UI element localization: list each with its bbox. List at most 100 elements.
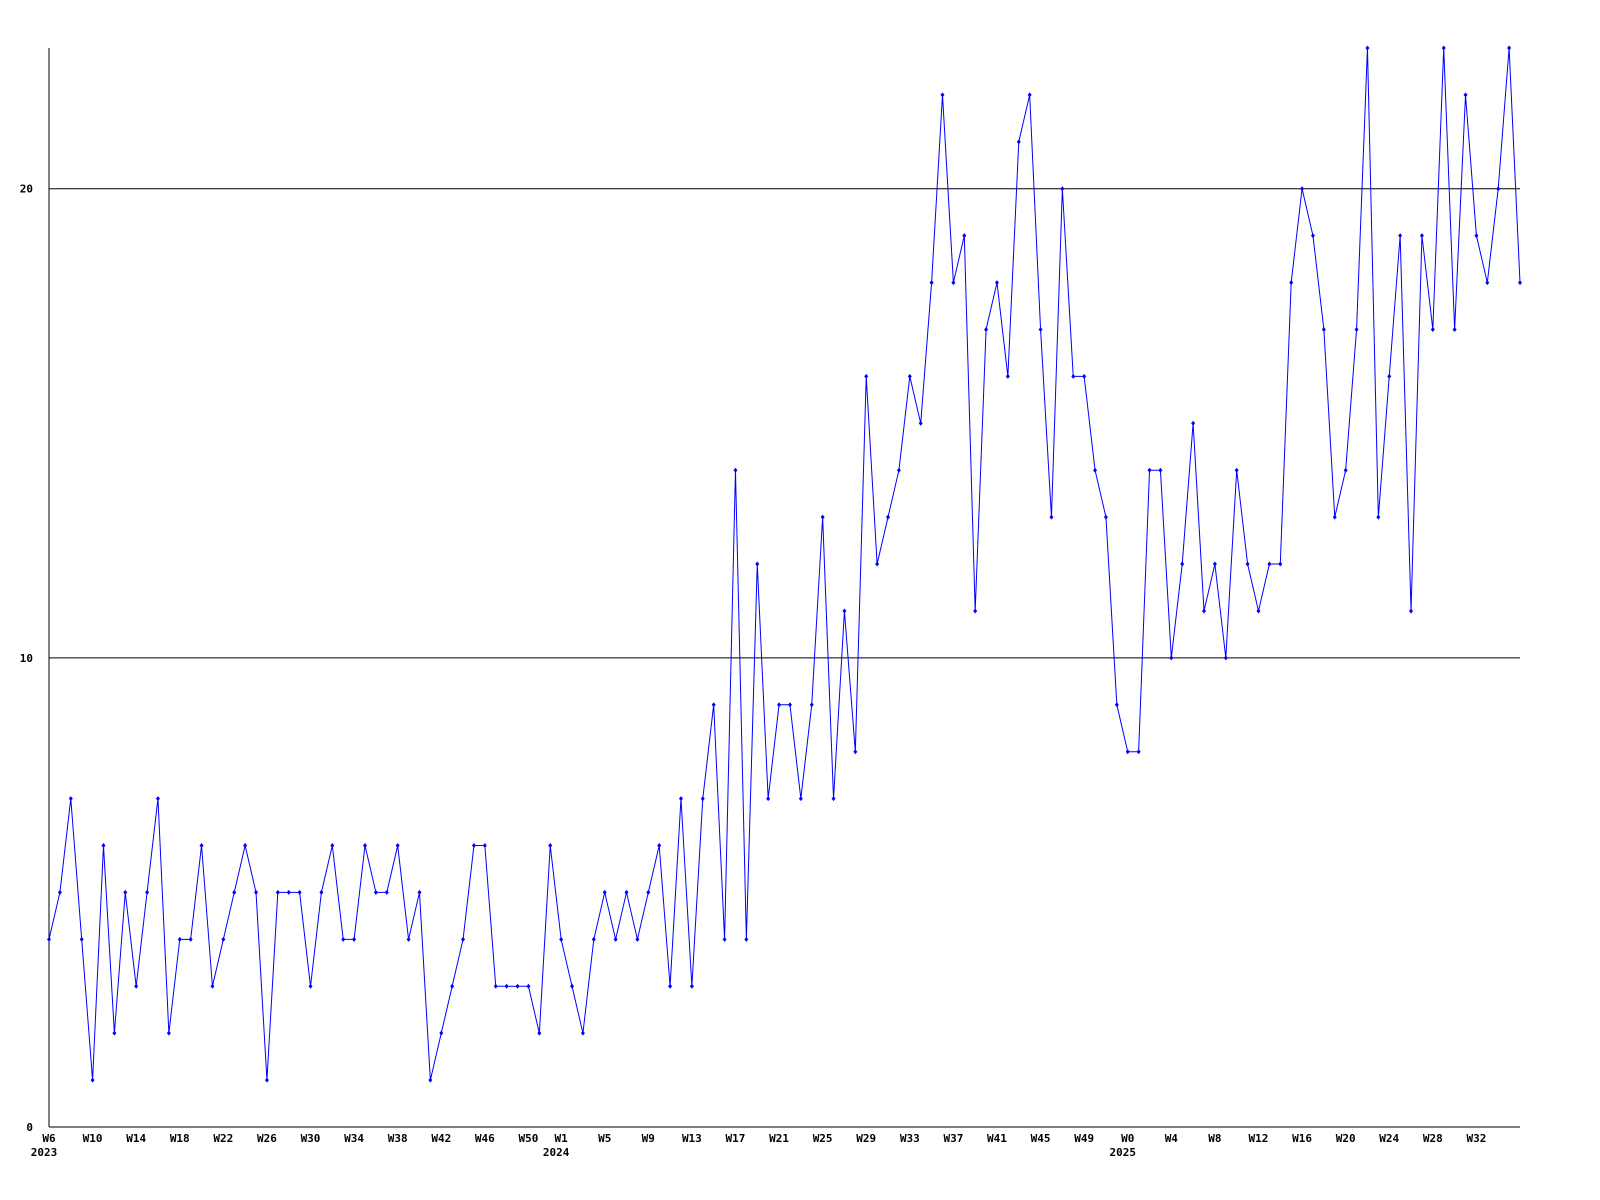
point: [994, 280, 999, 286]
point: [711, 702, 716, 708]
point: [842, 608, 847, 614]
point: [297, 889, 302, 895]
point: [134, 983, 139, 989]
point: [1430, 326, 1435, 332]
point: [155, 796, 160, 802]
x-tick-label: W24: [1379, 1132, 1399, 1145]
x-tick-label: W4: [1165, 1132, 1179, 1145]
point: [962, 233, 967, 239]
point: [1223, 655, 1228, 661]
point: [1212, 561, 1217, 567]
point: [79, 936, 84, 942]
x-tick-label: W10: [83, 1132, 103, 1145]
point: [940, 92, 945, 98]
point: [504, 983, 509, 989]
point: [777, 702, 782, 708]
x-tick-label: W42: [431, 1132, 451, 1145]
point: [548, 843, 553, 849]
point: [1332, 514, 1337, 520]
point: [308, 983, 313, 989]
point: [929, 280, 934, 286]
point: [624, 889, 629, 895]
x-tick-label: W41: [987, 1132, 1007, 1145]
point: [341, 936, 346, 942]
point: [635, 936, 640, 942]
point: [907, 373, 912, 379]
x-tick-label: W14: [126, 1132, 146, 1145]
point: [166, 1030, 171, 1036]
point: [395, 843, 400, 849]
point: [243, 843, 248, 849]
x-tick-label: W0 2025: [1109, 1132, 1136, 1159]
point: [1060, 186, 1065, 192]
point: [831, 796, 836, 802]
point: [112, 1030, 117, 1036]
point: [1398, 233, 1403, 239]
point: [1202, 608, 1207, 614]
point: [1234, 467, 1239, 473]
point: [1474, 233, 1479, 239]
y-tick-label: 10: [20, 652, 33, 665]
point: [450, 983, 455, 989]
point: [406, 936, 411, 942]
x-tick-label: W22: [213, 1132, 233, 1145]
point: [199, 843, 204, 849]
y-tick-label: 20: [20, 183, 33, 196]
point: [177, 936, 182, 942]
point: [471, 843, 476, 849]
point: [1409, 608, 1414, 614]
point: [1125, 749, 1130, 755]
point: [886, 514, 891, 520]
x-tick-label: W25: [813, 1132, 833, 1145]
x-tick-label: W50: [518, 1132, 538, 1145]
point: [493, 983, 498, 989]
point: [439, 1030, 444, 1036]
point: [286, 889, 291, 895]
point: [221, 936, 226, 942]
point: [1049, 514, 1054, 520]
point: [123, 889, 128, 895]
point: [951, 280, 956, 286]
x-tick-label: W17: [726, 1132, 746, 1145]
point: [1343, 467, 1348, 473]
point: [352, 936, 357, 942]
x-tick-label: W29: [856, 1132, 876, 1145]
point: [1103, 514, 1108, 520]
point: [1038, 326, 1043, 332]
point: [1169, 655, 1174, 661]
point: [733, 467, 738, 473]
x-tick-label: W13: [682, 1132, 702, 1145]
x-tick-label: W8: [1208, 1132, 1221, 1145]
point: [1027, 92, 1032, 98]
point: [820, 514, 825, 520]
x-tick-label: W37: [943, 1132, 963, 1145]
point: [798, 796, 803, 802]
point: [1354, 326, 1359, 332]
point: [90, 1077, 95, 1083]
x-tick-label: W46: [475, 1132, 495, 1145]
x-tick-label: W28: [1423, 1132, 1443, 1145]
point: [1256, 608, 1261, 614]
point: [678, 796, 683, 802]
x-tick-label: W38: [388, 1132, 408, 1145]
point: [330, 843, 335, 849]
point: [602, 889, 607, 895]
point: [1267, 561, 1272, 567]
point: [319, 889, 324, 895]
x-tick-label: W34: [344, 1132, 364, 1145]
point: [373, 889, 378, 895]
point: [809, 702, 814, 708]
x-tick-label: W32: [1466, 1132, 1486, 1145]
point: [864, 373, 869, 379]
point: [1365, 45, 1370, 51]
point: [1082, 373, 1087, 379]
x-tick-label: W1 2024: [543, 1132, 570, 1159]
point: [57, 889, 62, 895]
point: [188, 936, 193, 942]
point: [1158, 467, 1163, 473]
point: [1518, 280, 1522, 286]
point: [984, 326, 989, 332]
point: [766, 796, 771, 802]
series-line: [48, 47, 1521, 1081]
